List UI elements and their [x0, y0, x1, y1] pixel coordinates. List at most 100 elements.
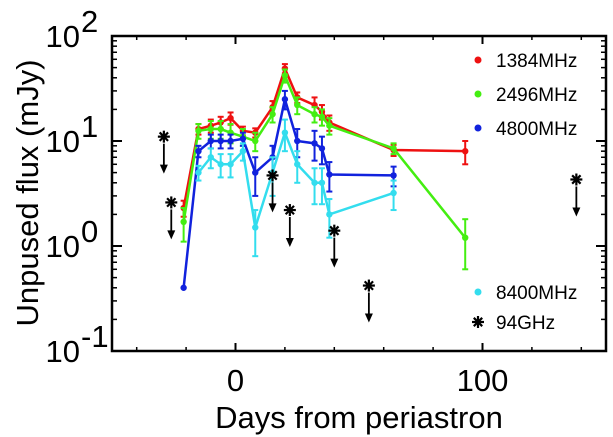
legend-label: 1384MHz — [496, 51, 577, 72]
legend-label: 8400MHz — [496, 283, 577, 304]
star-stroke — [473, 317, 483, 327]
data-point — [326, 122, 333, 129]
legend-item: 8400MHz — [474, 283, 577, 304]
upper-limit-point — [362, 279, 375, 323]
data-point — [239, 147, 247, 155]
x-axis-label: Days from periastron — [215, 400, 503, 435]
series-2496MHz — [180, 68, 469, 271]
legend-marker — [474, 124, 482, 132]
limit-arrow-head — [285, 238, 294, 248]
legend-item: 4800MHz — [474, 119, 577, 140]
data-point — [462, 234, 469, 241]
y-tick-label: 10 — [46, 124, 80, 159]
star-marker — [328, 224, 341, 237]
y-tick-exponent: 0 — [81, 214, 98, 249]
star-marker — [165, 196, 178, 209]
x-tick-label: 100 — [457, 363, 509, 398]
y-axis-label: Unpused flux (mJy) — [10, 59, 45, 326]
y-tick-label: 10 — [46, 19, 80, 54]
data-point — [252, 137, 259, 145]
data-point — [180, 284, 187, 291]
limit-arrow-head — [572, 207, 581, 217]
upper-limit-point — [266, 169, 279, 213]
star-marker — [570, 173, 583, 186]
y-tick-label: 10 — [46, 334, 80, 369]
series-line — [182, 64, 466, 209]
data-point — [217, 161, 224, 168]
data-point — [294, 161, 301, 168]
legend-marker — [474, 90, 482, 98]
data-point — [217, 137, 224, 145]
limit-arrow-head — [268, 203, 277, 213]
legend-item: 2496MHz — [474, 85, 577, 106]
upper-limit-point — [283, 204, 296, 248]
data-point — [207, 125, 214, 133]
x-tick-label: 0 — [227, 363, 244, 398]
data-point — [217, 125, 224, 133]
legend-label: 94GHz — [496, 313, 555, 334]
limit-arrow-head — [330, 258, 339, 268]
star-marker — [266, 169, 279, 182]
y-tick-exponent: 1 — [81, 109, 98, 144]
data-point — [227, 137, 234, 145]
data-point — [281, 96, 289, 103]
series-line — [182, 98, 394, 288]
data-point — [326, 171, 333, 178]
series-line — [197, 128, 394, 228]
data-point — [318, 179, 326, 186]
limit-arrow-head — [364, 313, 373, 323]
star-stroke — [284, 205, 295, 216]
upper-limit-point — [157, 130, 170, 174]
y-tick-label: 10 — [46, 229, 80, 264]
series-8400MHz — [195, 118, 397, 258]
legend-item: 1384MHz — [474, 51, 577, 72]
data-point — [195, 169, 202, 176]
data-point — [281, 129, 289, 136]
y-tick-exponent: -1 — [81, 319, 109, 354]
star-stroke — [267, 170, 278, 181]
star-stroke — [571, 174, 582, 185]
data-point — [311, 110, 318, 118]
data-point — [252, 169, 259, 176]
series-4800MHz — [180, 89, 397, 291]
star-stroke — [158, 131, 169, 142]
star-stroke — [329, 225, 340, 236]
data-point — [390, 145, 397, 152]
data-point — [318, 113, 326, 121]
limit-arrow-head — [167, 230, 176, 240]
legend-label: 2496MHz — [496, 85, 577, 106]
data-point — [269, 110, 276, 118]
legend-item: 94GHz — [472, 313, 555, 334]
data-point — [195, 147, 202, 155]
legend-marker — [474, 56, 482, 64]
legend-label: 4800MHz — [496, 119, 577, 140]
data-point — [326, 211, 333, 218]
upper-limit-point — [165, 196, 178, 240]
data-point — [311, 140, 318, 147]
data-point — [462, 147, 469, 155]
data-point — [390, 172, 397, 179]
star-stroke — [363, 280, 374, 291]
data-point — [239, 135, 247, 142]
series-94GHz — [157, 130, 583, 323]
star-marker — [362, 279, 375, 292]
legend-star-marker — [472, 316, 484, 328]
data-point — [390, 189, 397, 197]
legend-marker — [474, 288, 482, 296]
data-point — [294, 137, 301, 145]
data-point — [281, 72, 289, 79]
data-point — [227, 161, 234, 168]
y-tick-exponent: 2 — [81, 4, 98, 39]
data-point — [180, 218, 187, 226]
data-point — [227, 114, 234, 122]
data-point — [294, 101, 301, 109]
upper-limit-point — [328, 224, 341, 268]
limit-arrow-head — [159, 164, 168, 174]
data-point — [318, 145, 326, 152]
star-marker — [157, 130, 170, 143]
data-point — [311, 179, 318, 186]
data-point — [207, 137, 214, 145]
star-marker — [283, 204, 296, 217]
